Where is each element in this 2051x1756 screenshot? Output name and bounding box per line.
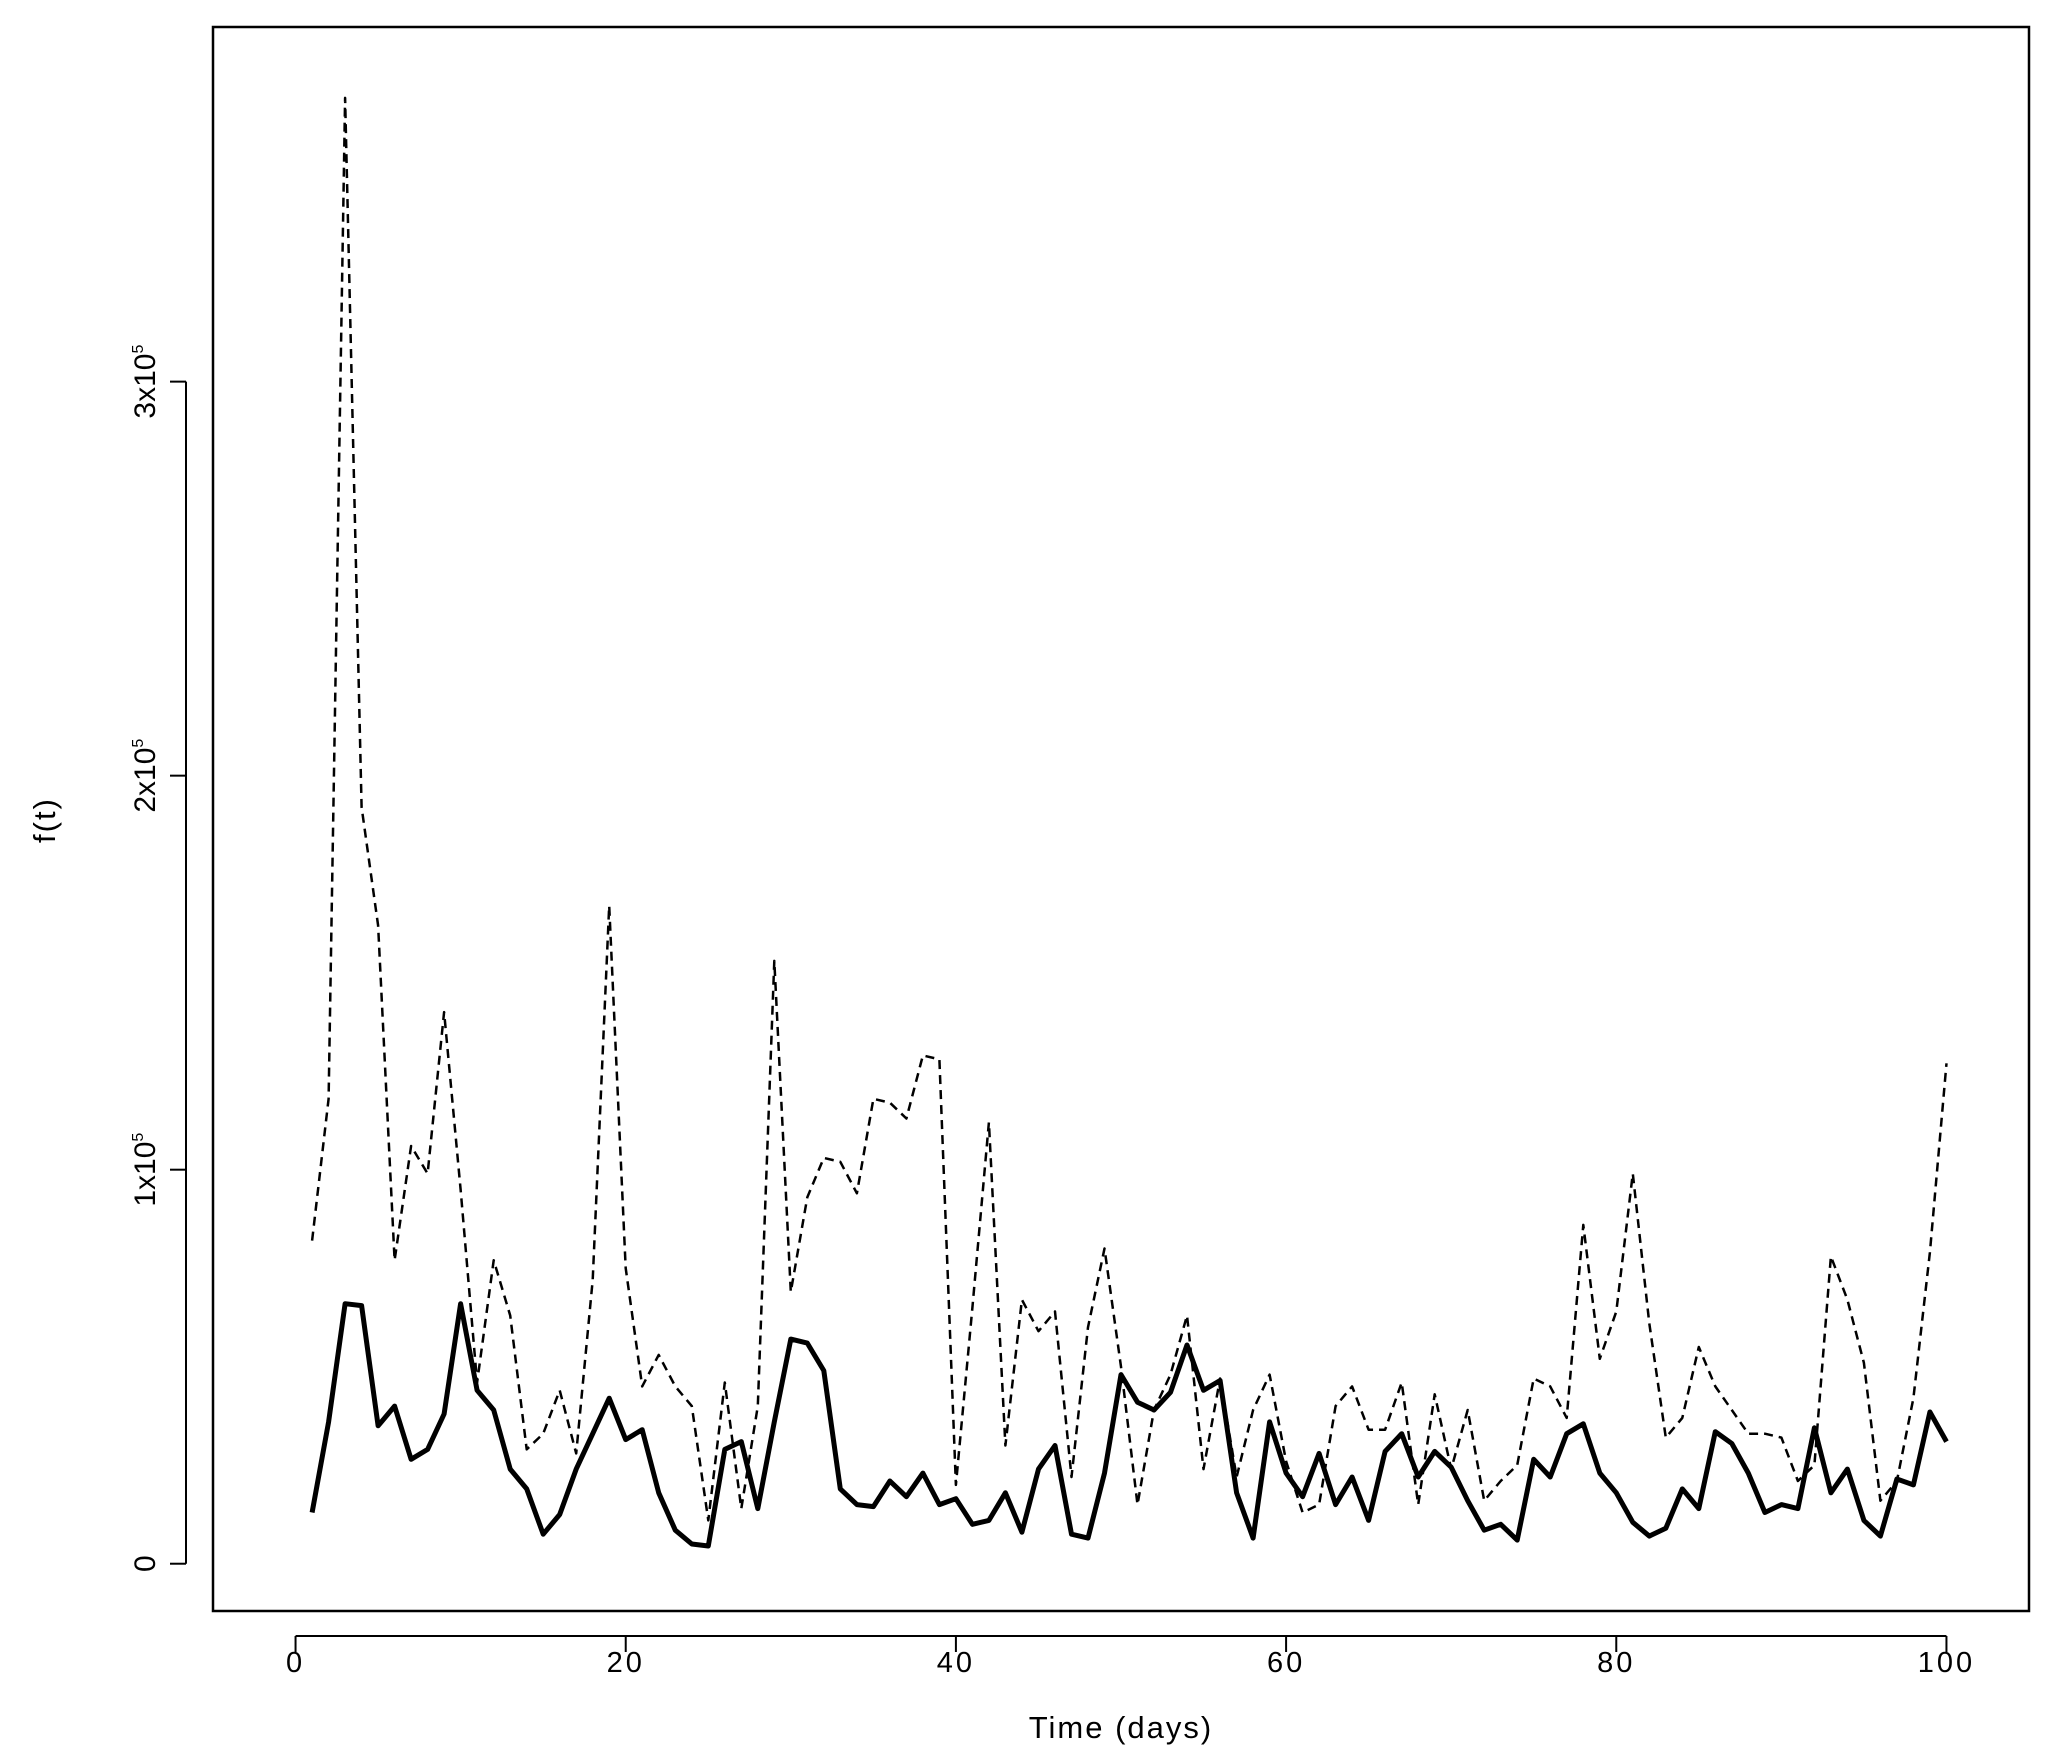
x-tick-label: 20: [607, 1647, 645, 1679]
x-tick-label: 40: [937, 1647, 975, 1679]
plot-frame: [211, 25, 2031, 1613]
x-axis: 0 20 40 60 80 100: [286, 1635, 1975, 1679]
y-tick-label: 2x105: [129, 739, 162, 813]
x-tick-label: 100: [1918, 1647, 1975, 1679]
x-axis-title: Time (days): [1029, 1710, 1213, 1745]
y-tick-label: 3x105: [129, 345, 162, 419]
y-axis-title: f(t): [27, 797, 62, 843]
x-tick-label: 60: [1267, 1647, 1305, 1679]
series-line-1-solid: [309, 1301, 1949, 1549]
series-line-2-dashed: [310, 96, 1948, 1522]
y-axis: 0 1x105 2x105 3x105: [129, 345, 187, 1572]
y-tick-label: 1x105: [129, 1133, 162, 1207]
x-tick-label: 0: [286, 1647, 305, 1679]
series-layer: [309, 96, 1949, 1549]
x-tick-label: 80: [1597, 1647, 1635, 1679]
y-tick-label: 0: [129, 1555, 162, 1572]
